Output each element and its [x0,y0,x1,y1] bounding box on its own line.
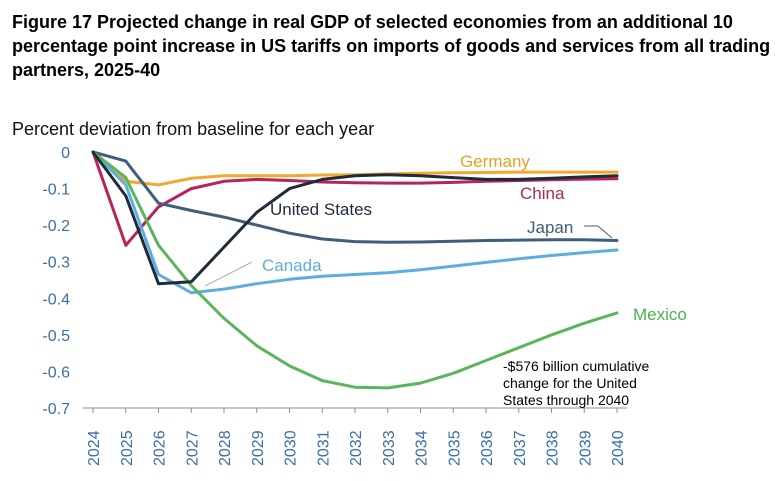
x-tick-label: 2028 [217,430,234,466]
series-label-germany: Germany [460,152,530,171]
series-label-mexico: Mexico [633,305,687,324]
series-label-united-states: United States [270,200,372,219]
chart-title: Figure 17 Projected change in real GDP o… [12,12,771,80]
y-tick-label: -0.1 [42,182,70,199]
x-tick-label: 2025 [119,430,136,466]
y-tick-label: -0.7 [42,401,70,418]
axes: 0 -0.1 -0.2 -0.3 -0.4 -0.5 -0.6 -0.7 2024 2025 202… [42,145,627,466]
x-tick-label: 2035 [446,430,463,466]
annotation-text: -$576 billion cumulative [503,358,650,374]
series-line-canada [91,150,619,295]
x-tick-label: 2037 [512,430,529,466]
x-tick-label: 2026 [152,430,169,466]
series-label-canada: Canada [262,256,322,275]
series-line-mexico [91,150,619,390]
series-line-japan [91,150,619,244]
series-lines [91,150,619,390]
x-tick-label: 2040 [610,430,627,466]
annotation-text: States through 2040 [503,392,629,408]
y-tick-label: -0.4 [42,291,70,308]
y-tick-label: -0.6 [42,364,70,381]
series-labels: Germany China United States Japan Canada Mexi… [204,152,687,324]
x-tick-label: 2027 [184,430,201,466]
x-tick-label: 2031 [315,430,332,466]
annotation-text: change for the United [503,375,637,391]
x-tick-label: 2033 [381,430,398,466]
x-tick-label: 2024 [86,430,103,466]
x-tick-label: 2034 [414,430,431,466]
x-tick-label: 2036 [479,430,496,466]
y-tick-label: -0.2 [42,218,70,235]
canada-leader-line [204,261,253,287]
japan-leader-line [597,225,613,239]
y-axis-label: Percent deviation from baseline for each… [12,119,375,139]
x-tick-label: 2039 [577,430,594,466]
y-tick-label: -0.3 [42,255,70,272]
x-tick-label: 2030 [283,430,300,466]
series-line-united-states [91,150,619,286]
y-tick-label: 0 [61,145,70,162]
x-tick-label: 2032 [348,430,365,466]
x-tick-label: 2038 [545,430,562,466]
series-label-china: China [520,184,565,203]
y-tick-label: -0.5 [42,328,70,345]
x-tick-label: 2029 [250,430,267,466]
series-label-japan: Japan [527,218,573,237]
